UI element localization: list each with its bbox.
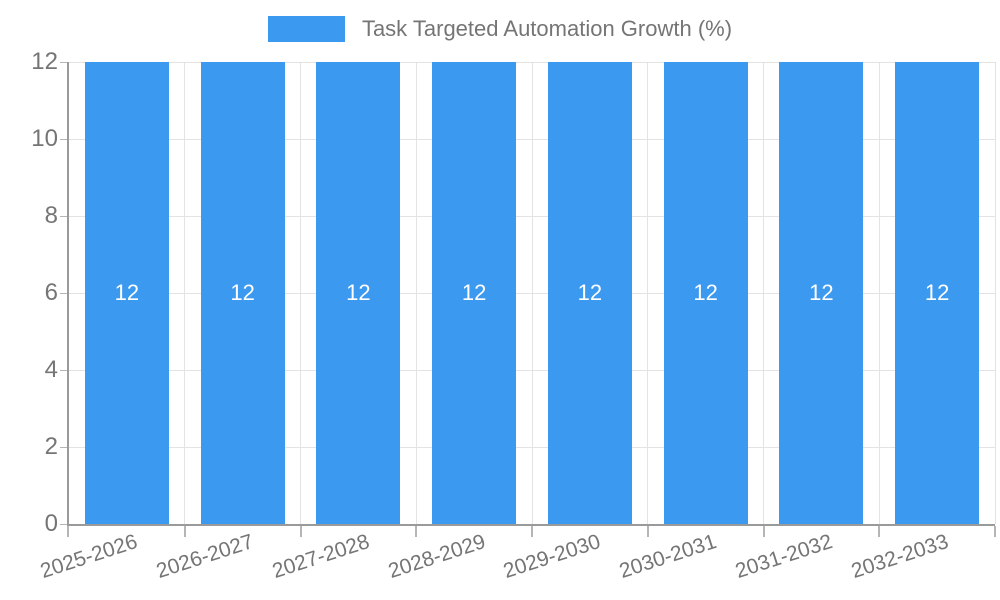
legend-label: Task Targeted Automation Growth (%) bbox=[361, 16, 733, 41]
v-gridline bbox=[647, 62, 649, 524]
bar-value-label: 12 bbox=[693, 280, 718, 305]
legend-color-swatch bbox=[267, 16, 345, 42]
bar[interactable]: 12 bbox=[663, 62, 748, 524]
x-axis-category-label: 2026-2027 bbox=[153, 530, 257, 583]
v-gridline bbox=[531, 62, 533, 524]
x-axis-tick bbox=[646, 526, 649, 537]
v-gridline bbox=[415, 62, 417, 524]
x-axis-tick bbox=[415, 526, 418, 537]
bar-value-label: 12 bbox=[346, 280, 371, 305]
y-axis-tick bbox=[60, 138, 69, 140]
y-axis-tick bbox=[60, 523, 69, 525]
y-axis-line bbox=[67, 62, 69, 524]
v-gridline bbox=[878, 62, 880, 524]
x-axis-line bbox=[67, 524, 995, 526]
x-axis-tick bbox=[531, 526, 533, 537]
v-gridline bbox=[994, 62, 996, 524]
v-gridline bbox=[184, 62, 186, 524]
y-axis-tick-label: 2 bbox=[44, 433, 58, 460]
bar[interactable]: 12 bbox=[547, 62, 632, 524]
x-axis-tick bbox=[878, 526, 881, 537]
x-axis-category-label: 2028-2029 bbox=[385, 530, 488, 583]
x-axis-category-label: 2029-2030 bbox=[501, 530, 604, 583]
y-axis-tick-label: 0 bbox=[44, 510, 58, 537]
x-axis-category-label: 2031-2032 bbox=[732, 530, 836, 583]
v-gridline bbox=[300, 62, 301, 524]
x-axis-tick bbox=[183, 526, 186, 537]
y-axis-tick bbox=[60, 446, 69, 448]
x-axis-tick bbox=[67, 526, 69, 537]
bar[interactable]: 12 bbox=[895, 62, 980, 524]
bar[interactable]: 12 bbox=[316, 62, 401, 524]
y-axis-tick-label: 6 bbox=[44, 279, 58, 306]
x-axis-category-label: 2032-2033 bbox=[848, 530, 951, 583]
y-axis-tick bbox=[60, 61, 69, 63]
y-axis-tick bbox=[60, 215, 69, 217]
y-axis-tick bbox=[60, 369, 69, 371]
bar-value-label: 12 bbox=[809, 280, 834, 305]
v-gridline bbox=[763, 62, 764, 524]
bar-value-label: 12 bbox=[461, 280, 487, 305]
bar-value-label: 12 bbox=[230, 280, 255, 305]
y-axis-tick-label: 4 bbox=[44, 356, 58, 383]
bar-value-label: 12 bbox=[114, 280, 140, 305]
y-axis-tick-label: 12 bbox=[31, 48, 58, 75]
x-axis-category-label: 2025-2026 bbox=[38, 530, 141, 583]
x-axis-tick bbox=[994, 526, 996, 537]
bar[interactable]: 12 bbox=[432, 62, 517, 524]
x-axis-category-label: 2030-2031 bbox=[616, 530, 720, 583]
bar[interactable]: 12 bbox=[200, 62, 285, 524]
bar-value-label: 12 bbox=[577, 280, 603, 305]
y-axis-tick-label: 10 bbox=[31, 125, 58, 152]
x-axis-category-label: 2027-2028 bbox=[269, 530, 373, 583]
x-axis-tick bbox=[762, 526, 765, 537]
x-axis-tick bbox=[299, 526, 302, 537]
bar[interactable]: 12 bbox=[779, 62, 864, 524]
y-axis-tick-label: 8 bbox=[44, 202, 58, 229]
bar-value-label: 12 bbox=[924, 280, 950, 305]
y-axis-tick bbox=[60, 292, 69, 294]
chart-legend[interactable]: Task Targeted Automation Growth (%) bbox=[0, 16, 1000, 42]
bar[interactable]: 12 bbox=[84, 62, 169, 524]
